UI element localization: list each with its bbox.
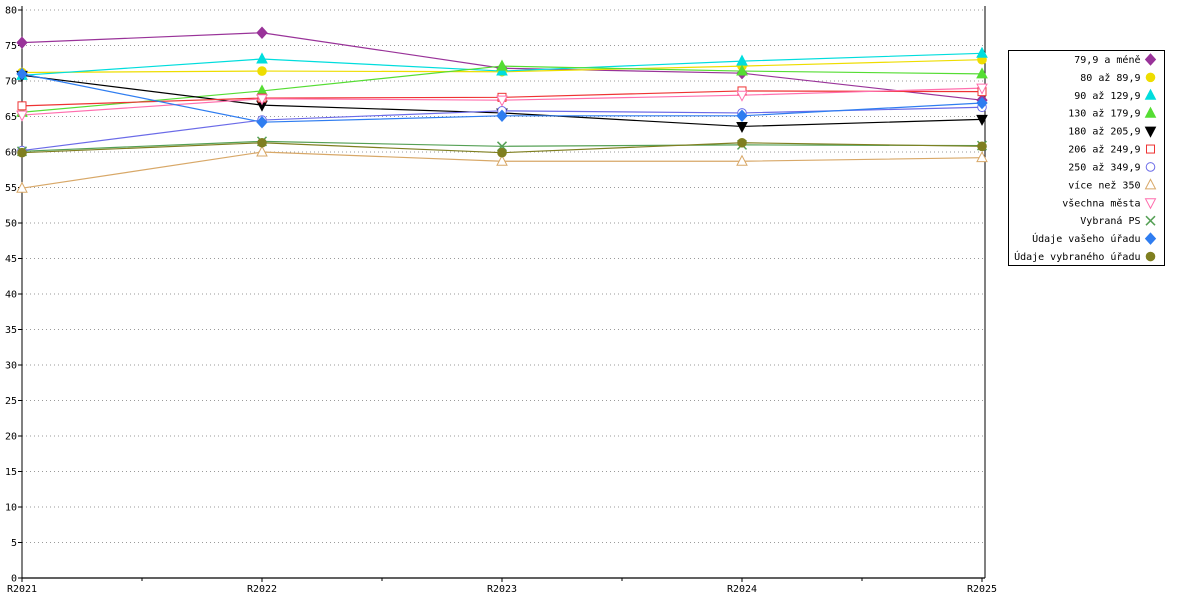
- x-tick-label: R2025: [967, 584, 997, 595]
- legend-item: 180 až 205,9: [1068, 126, 1157, 138]
- marker-triangle-down-icon: [736, 90, 748, 102]
- y-tick-label: 0: [11, 574, 17, 585]
- marker-triangle-icon: [736, 54, 748, 66]
- legend-marker-square-icon: [1146, 144, 1155, 154]
- marker-circle-icon: [497, 147, 507, 158]
- legend-item: Vybraná PS: [1080, 215, 1156, 227]
- legend-label: 79,9 a méně: [1074, 54, 1140, 66]
- legend-label: všechna města: [1062, 197, 1140, 209]
- legend-marker-triangle-icon: [1144, 178, 1157, 190]
- legend-item: více než 350: [1068, 178, 1157, 191]
- legend-label: 80 až 89,9: [1080, 72, 1140, 84]
- marker-triangle-down-icon: [976, 114, 988, 126]
- legend-marker-triangle-down-icon: [1144, 126, 1157, 138]
- legend-marker-triangle-icon: [1144, 106, 1157, 118]
- legend-marker-diamond-icon: [1144, 53, 1157, 66]
- legend-marker-triangle-icon: [1144, 88, 1157, 100]
- marker-diamond-icon: [16, 36, 28, 49]
- y-tick-label: 35: [5, 325, 17, 336]
- legend-label: 250 až 349,9: [1068, 161, 1140, 173]
- legend-item: 250 až 349,9: [1068, 161, 1156, 173]
- y-tick-label: 50: [5, 219, 17, 230]
- marker-triangle-down-icon: [736, 121, 748, 134]
- legend-marker-circle-icon: [1145, 162, 1156, 172]
- marker-triangle-down-icon: [496, 95, 508, 107]
- legend-label: Údaje vašeho úřadu: [1032, 232, 1140, 245]
- legend: 79,9 a méně 80 až 89,9 90 až 129,9 130 až 1…: [1008, 50, 1165, 266]
- marker-triangle-icon: [736, 154, 748, 166]
- marker-square-icon: [17, 101, 27, 111]
- marker-triangle-icon: [256, 145, 268, 157]
- y-tick-label: 55: [5, 183, 17, 194]
- y-tick-label: 45: [5, 254, 17, 265]
- marker-triangle-icon: [496, 59, 508, 71]
- x-axis-labels: R2021 R2022 R2023 R2024 R2025: [7, 578, 997, 595]
- marker-triangle-icon: [16, 181, 28, 193]
- marker-triangle-down-icon: [256, 94, 268, 106]
- y-tick-label: 10: [5, 503, 17, 514]
- legend-label: 90 až 129,9: [1074, 90, 1140, 102]
- marker-circle-icon: [17, 147, 27, 158]
- marker-diamond-icon: [976, 96, 988, 110]
- marker-circle-icon: [737, 137, 747, 148]
- marker-circle-icon: [977, 141, 987, 152]
- marker-triangle-down-icon: [976, 83, 988, 95]
- legend-item: 80 až 89,9: [1080, 72, 1156, 84]
- y-tick-label: 30: [5, 361, 17, 372]
- legend-marker-x-icon: [1145, 215, 1156, 226]
- legend-marker-circle-icon: [1145, 72, 1156, 83]
- marker-triangle-icon: [496, 154, 508, 166]
- legend-item: 130 až 179,9: [1068, 106, 1157, 120]
- y-tick-label: 20: [5, 432, 17, 443]
- marker-diamond-icon: [736, 109, 748, 123]
- y-tick-label: 5: [11, 538, 17, 549]
- legend-item: všechna města: [1062, 197, 1157, 210]
- marker-triangle-icon: [256, 52, 268, 64]
- series-markers: [16, 26, 988, 193]
- y-tick-label: 15: [5, 467, 17, 478]
- marker-triangle-down-icon: [16, 110, 28, 122]
- legend-label: 206 až 249,9: [1068, 144, 1140, 156]
- legend-marker-circle-icon: [1145, 251, 1156, 262]
- y-tick-label: 70: [5, 77, 17, 88]
- y-tick-label: 60: [5, 148, 17, 159]
- marker-triangle-icon: [736, 64, 748, 76]
- legend-item: 90 až 129,9: [1074, 88, 1157, 102]
- marker-diamond-icon: [16, 67, 28, 81]
- marker-circle-icon: [257, 66, 267, 76]
- legend-item: 79,9 a méně: [1074, 53, 1157, 66]
- legend-label: Vybraná PS: [1080, 215, 1140, 227]
- marker-circle-icon: [257, 137, 267, 148]
- x-tick-label: R2021: [7, 584, 37, 595]
- x-tick-label: R2023: [487, 584, 517, 595]
- legend-label: Údaje vybraného úřadu: [1014, 250, 1140, 263]
- marker-triangle-icon: [976, 151, 988, 163]
- legend-label: více než 350: [1068, 179, 1140, 191]
- x-tick-label: R2024: [727, 584, 757, 595]
- legend-item: Údaje vašeho úřadu: [1032, 232, 1157, 245]
- gridlines: [22, 9, 985, 543]
- legend-marker-diamond-icon: [1144, 232, 1157, 245]
- legend-item: 206 až 249,9: [1068, 144, 1155, 156]
- y-tick-label: 80: [5, 6, 17, 17]
- y-tick-label: 25: [5, 396, 17, 407]
- legend-label: 130 až 179,9: [1068, 108, 1140, 120]
- y-axis-labels: 0 5 10 15 20 25 30 35 40 45 50 55 60 65 70 75 80: [5, 6, 22, 585]
- y-tick-label: 65: [5, 112, 17, 123]
- y-tick-label: 40: [5, 290, 17, 301]
- legend-box: [1008, 50, 1165, 266]
- marker-triangle-icon: [976, 67, 988, 79]
- legend-label: 180 až 205,9: [1068, 126, 1140, 138]
- x-tick-label: R2022: [247, 584, 277, 595]
- legend-marker-triangle-down-icon: [1144, 198, 1157, 210]
- marker-triangle-icon: [976, 46, 988, 58]
- marker-diamond-icon: [256, 115, 268, 129]
- legend-item: Údaje vybraného úřadu: [1014, 250, 1156, 263]
- marker-diamond-icon: [256, 26, 268, 39]
- y-tick-label: 75: [5, 41, 17, 52]
- marker-diamond-icon: [496, 109, 508, 123]
